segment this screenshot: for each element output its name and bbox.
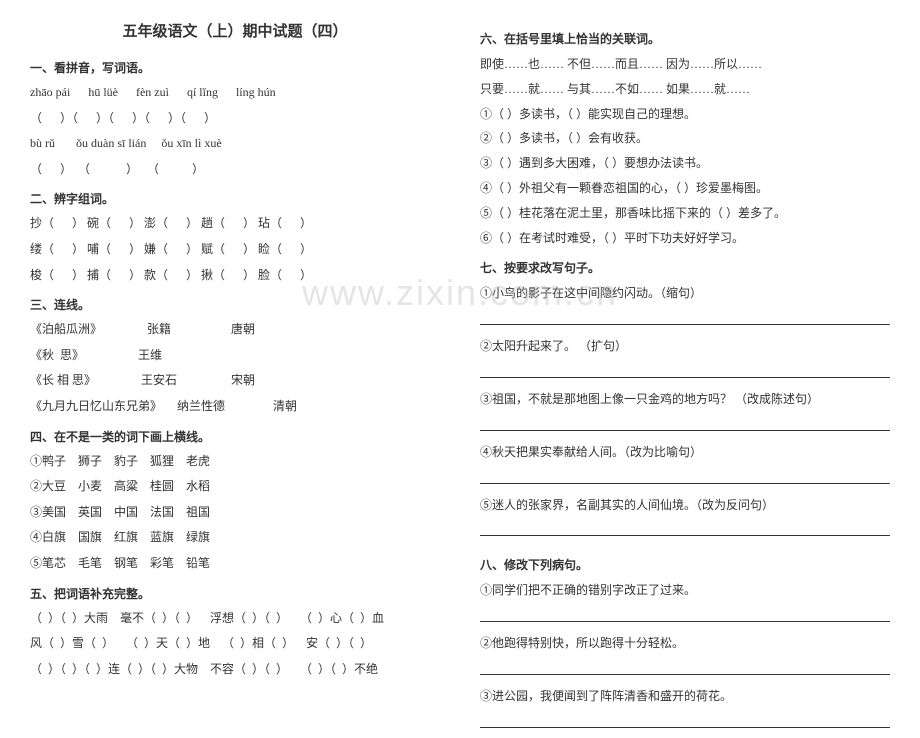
s3-row-2: 《秋 思》 王维 [30, 345, 440, 367]
s3-row-1: 《泊船瓜洲》 张籍 唐朝 [30, 319, 440, 341]
s4-row-5: ⑤笔芯 毛笔 钢笔 彩笔 铅笔 [30, 553, 440, 575]
page-columns: 五年级语文（上）期中试题（四） 一、看拼音，写词语。 zhāo pái hū l… [30, 20, 890, 738]
s3-row-4: 《九月九日忆山东兄弟》 纳兰性德 清朝 [30, 396, 440, 418]
section-7-head: 七、按要求改写句子。 [480, 259, 890, 276]
s6-options-a: 即使……也…… 不但……而且…… 因为……所以…… [480, 53, 890, 76]
answer-line [480, 520, 890, 536]
s7-row-1: ①小鸟的影子在这中间隐约闪动。（缩句） [480, 282, 890, 305]
section-5-head: 五、把词语补充完整。 [30, 585, 440, 602]
section-2-head: 二、辨字组词。 [30, 190, 440, 207]
section-6-head: 六、在括号里填上恰当的关联词。 [480, 30, 890, 47]
s6-options-b: 只要……就…… 与其……不如…… 如果……就…… [480, 78, 890, 101]
section-3-head: 三、连线。 [30, 296, 440, 313]
answer-line [480, 606, 890, 622]
s7-row-2: ②太阳升起来了。 （扩句） [480, 335, 890, 358]
s7-row-3: ③祖国，不就是那地图上像一只金鸡的地方吗？ （改成陈述句） [480, 388, 890, 411]
s7-row-4: ④秋天把果实奉献给人间。（改为比喻句） [480, 441, 890, 464]
s2-row-2: 缕（ ） 哺（ ） 嫌（ ） 赋（ ） 睑（ ） [30, 239, 440, 261]
answer-line [480, 309, 890, 325]
s4-row-3: ③美国 英国 中国 法国 祖国 [30, 502, 440, 524]
s8-row-3: ③进公园，我便闻到了阵阵清香和盛开的荷花。 [480, 685, 890, 708]
s5-row-1: （ ）（ ）大雨 毫不（ ）（ ） 浮想（ ）（ ） （ ）心（ ）血 [30, 608, 440, 630]
s2-row-3: 梭（ ） 捕（ ） 款（ ） 揪（ ） 脸（ ） [30, 265, 440, 287]
s8-row-2: ②他跑得特别快，所以跑得十分轻松。 [480, 632, 890, 655]
answer-line [480, 659, 890, 675]
s1-paren-1: （ ）（ ）（ ）（ ）（ ） [30, 108, 440, 130]
s6-row-6: ⑥（ ）在考试时难受，（ ）平时下功夫好好学习。 [480, 227, 890, 250]
s8-row-1: ①同学们把不正确的错别字改正了过来。 [480, 579, 890, 602]
s6-row-5: ⑤（ ）桂花落在泥土里，那香味比摇下来的（ ）差多了。 [480, 202, 890, 225]
page-title: 五年级语文（上）期中试题（四） [30, 20, 440, 41]
answer-line [480, 468, 890, 484]
s5-row-2: 风（ ）雪（ ） （ ）天（ ）地 （ ）相（ ） 安（ ）（ ） [30, 633, 440, 655]
s1-pinyin-2: bù rǔ ǒu duàn sī lián ǒu xīn lì xuè [30, 133, 440, 155]
s5-row-3: （ ）（ ）（ ）连（ ）（ ）大物 不容（ ）（ ） （ ）（ ）不绝 [30, 659, 440, 681]
right-column: 六、在括号里填上恰当的关联词。 即使……也…… 不但……而且…… 因为……所以…… [480, 20, 890, 738]
s2-row-1: 抄（ ） 碗（ ） 澎（ ） 趟（ ） 玷（ ） [30, 213, 440, 235]
answer-line [480, 415, 890, 431]
s1-pinyin-1: zhāo pái hū lüè fèn zuì qí lǐng líng hún [30, 82, 440, 104]
section-1-head: 一、看拼音，写词语。 [30, 59, 440, 76]
section-8-head: 八、修改下列病句。 [480, 556, 890, 573]
s4-row-2: ②大豆 小麦 高粱 桂圆 水稻 [30, 476, 440, 498]
answer-line [480, 712, 890, 728]
s4-row-4: ④白旗 国旗 红旗 蓝旗 绿旗 [30, 527, 440, 549]
s6-row-4: ④（ ）外祖父有一颗眷恋祖国的心，（ ）珍爱墨梅图。 [480, 177, 890, 200]
section-4-head: 四、在不是一类的词下画上横线。 [30, 428, 440, 445]
s6-row-2: ②（ ）多读书，（ ）会有收获。 [480, 127, 890, 150]
answer-line [480, 362, 890, 378]
left-column: 五年级语文（上）期中试题（四） 一、看拼音，写词语。 zhāo pái hū l… [30, 20, 440, 738]
s7-row-5: ⑤迷人的张家界，名副其实的人间仙境。（改为反问句） [480, 494, 890, 517]
s3-row-3: 《长 相 思》 王安石 宋朝 [30, 370, 440, 392]
s6-row-1: ①（ ）多读书，（ ）能实现自己的理想。 [480, 103, 890, 126]
s4-row-1: ①鸭子 狮子 豹子 狐狸 老虎 [30, 451, 440, 473]
s6-row-3: ③（ ）遇到多大困难，（ ）要想办法读书。 [480, 152, 890, 175]
s1-paren-2: （ ） （ ） （ ） [30, 159, 440, 181]
